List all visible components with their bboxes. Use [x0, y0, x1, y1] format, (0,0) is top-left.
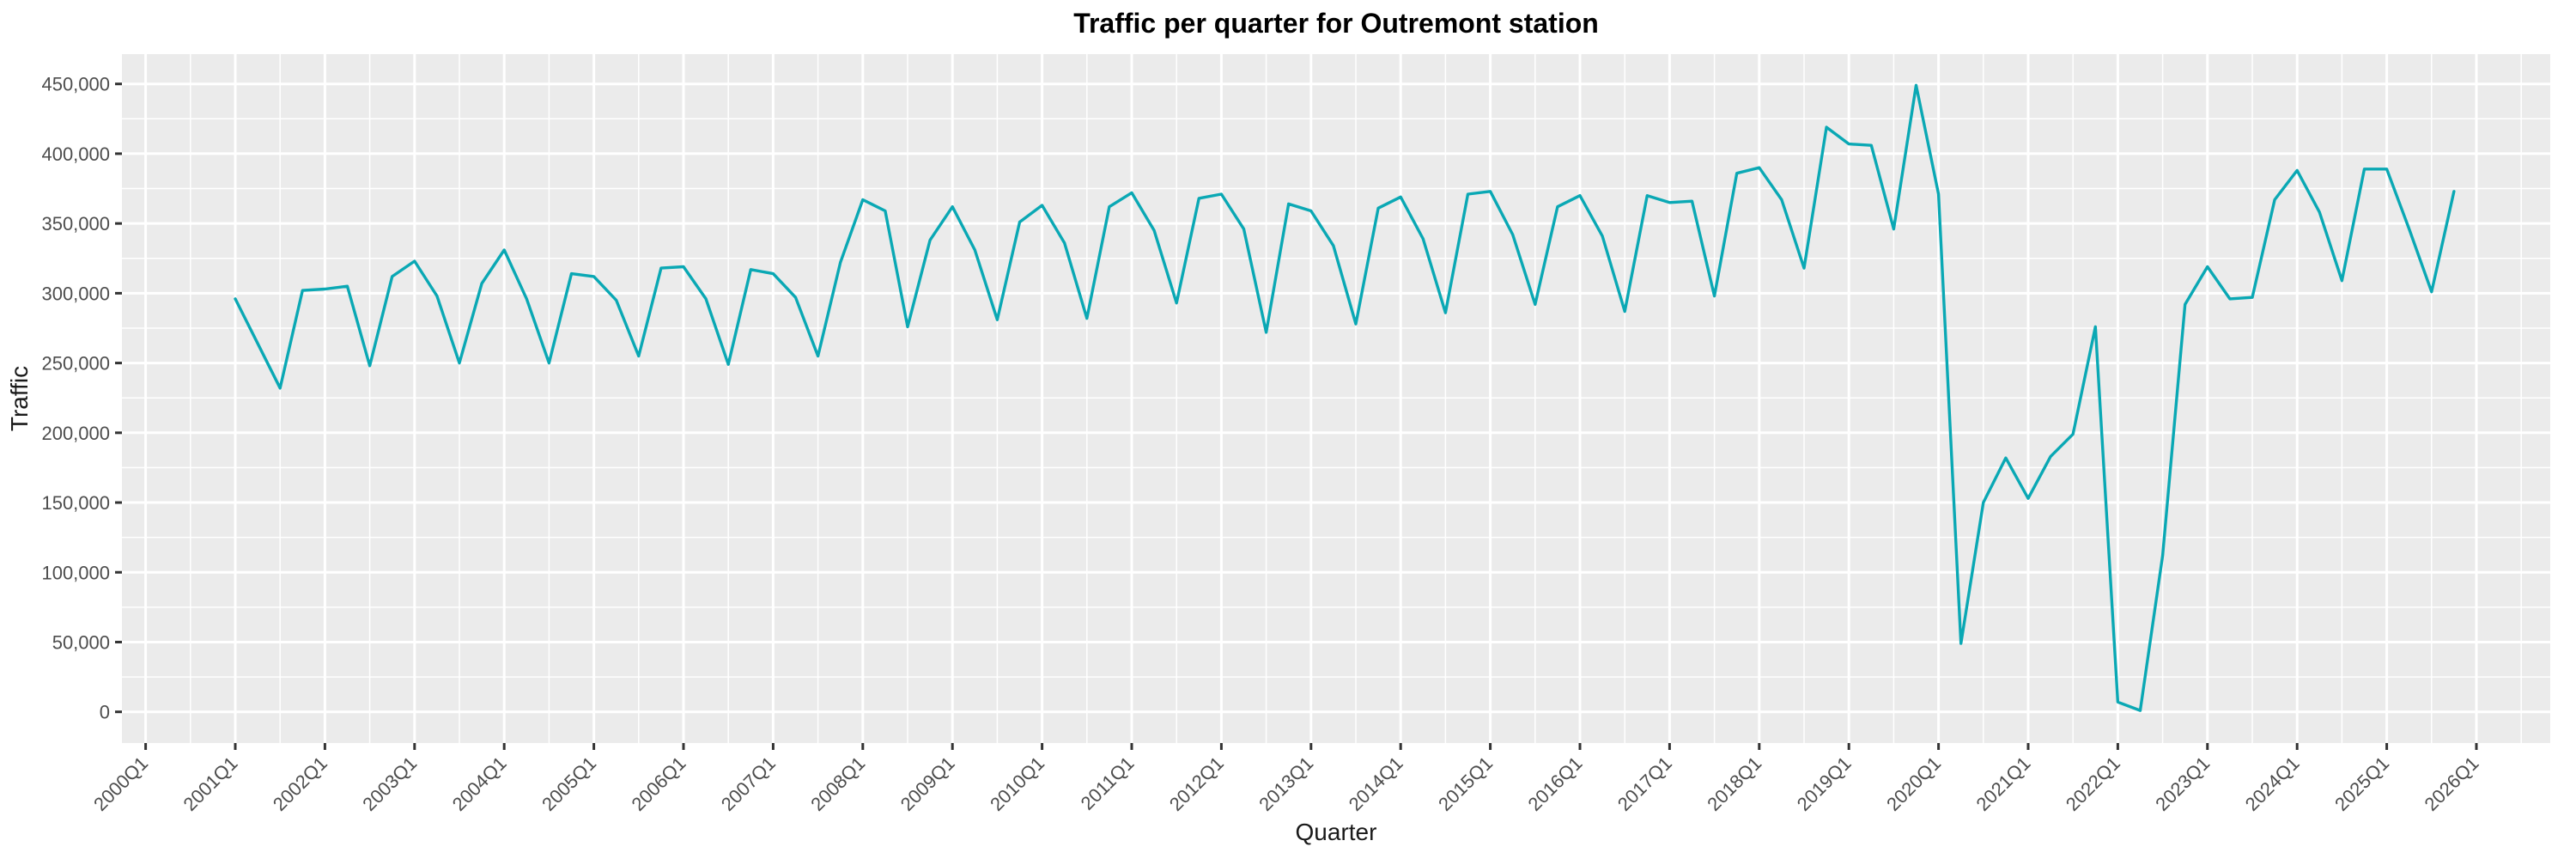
- x-tick-label: 2020Q1: [1882, 752, 1945, 815]
- x-tick-label: 2023Q1: [2151, 752, 2214, 815]
- y-tick-label: 450,000: [41, 74, 110, 95]
- y-axis-tick-labels: 0 50,000 100,000 150,000 200,000 250,000 300,0…: [41, 74, 110, 723]
- x-tick-label: 2009Q1: [896, 752, 959, 815]
- y-tick-label: 150,000: [41, 492, 110, 514]
- y-tick-label: 0: [100, 702, 110, 723]
- y-tick-label: 200,000: [41, 423, 110, 444]
- x-axis-title: Quarter: [1296, 819, 1377, 845]
- x-tick-label: 2026Q1: [2420, 752, 2482, 815]
- x-tick-label: 2018Q1: [1703, 752, 1765, 815]
- x-tick-label: 2011Q1: [1077, 752, 1139, 814]
- x-tick-label: 2004Q1: [448, 752, 511, 815]
- major-gridlines: [122, 54, 2550, 743]
- x-tick-label: 2017Q1: [1613, 752, 1676, 815]
- x-tick-label: 2024Q1: [2241, 752, 2304, 815]
- x-tick-label: 2000Q1: [89, 752, 152, 815]
- x-tick-label: 2015Q1: [1434, 752, 1497, 815]
- y-tick-label: 400,000: [41, 143, 110, 165]
- x-tick-label: 2001Q1: [179, 752, 241, 815]
- x-tick-label: 2003Q1: [358, 752, 421, 815]
- x-tick-label: 2025Q1: [2330, 752, 2393, 815]
- x-tick-label: 2014Q1: [1345, 752, 1407, 815]
- plot-panel: [122, 54, 2550, 743]
- y-tick-label: 300,000: [41, 283, 110, 304]
- y-tick-label: 50,000: [52, 631, 110, 653]
- x-tick-label: 2012Q1: [1165, 752, 1228, 815]
- x-tick-label: 2019Q1: [1793, 752, 1856, 815]
- x-tick-label: 2022Q1: [2062, 752, 2124, 815]
- traffic-line-series: [234, 83, 2456, 712]
- x-axis-tick-labels: 2000Q1 2001Q1 2002Q1 2003Q1 2004Q1 2005Q1 2006…: [89, 752, 2482, 815]
- chart-title: Traffic per quarter for Outremont statio…: [1073, 8, 1599, 39]
- y-axis-title: Traffic: [6, 366, 33, 431]
- x-tick-label: 2021Q1: [1971, 752, 2034, 815]
- y-tick-label: 100,000: [41, 562, 110, 583]
- x-tick-label: 2002Q1: [269, 752, 331, 815]
- x-tick-label: 2006Q1: [627, 752, 690, 815]
- axis-tick-marks: [115, 82, 2478, 750]
- y-tick-label: 250,000: [41, 353, 110, 375]
- y-tick-label: 350,000: [41, 213, 110, 235]
- x-tick-label: 2016Q1: [1523, 752, 1586, 815]
- x-tick-label: 2010Q1: [986, 752, 1048, 815]
- x-tick-label: 2008Q1: [806, 752, 869, 815]
- x-tick-label: 2013Q1: [1255, 752, 1317, 815]
- x-tick-label: 2005Q1: [538, 752, 600, 815]
- x-tick-label: 2007Q1: [717, 752, 780, 815]
- traffic-line: [234, 83, 2456, 712]
- minor-gridlines: [122, 54, 2550, 743]
